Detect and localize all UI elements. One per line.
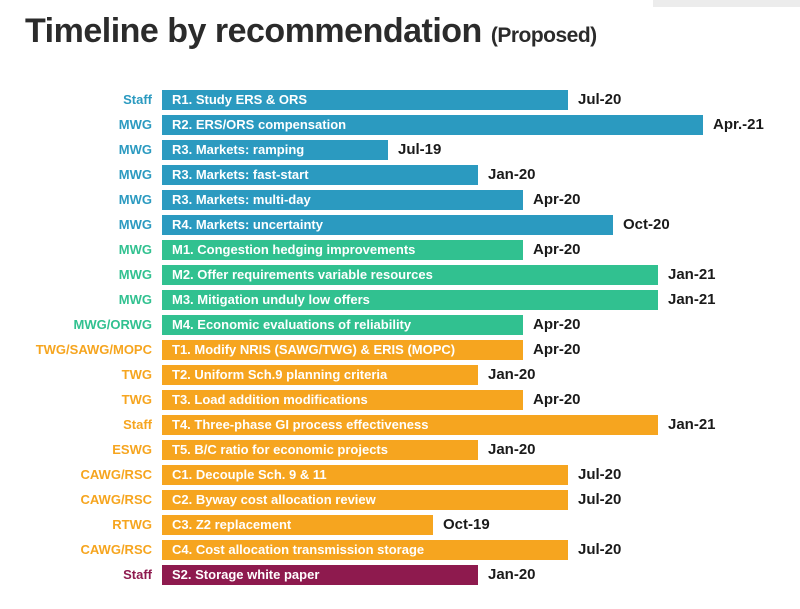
timeline-row: MWG R4. Markets: uncertainty Oct-20 [0, 215, 800, 235]
row-owner-label: Staff [123, 417, 152, 432]
timeline-row: MWG/ORWG M4. Economic evaluations of reli… [0, 315, 800, 335]
row-owner-label: MWG/ORWG [73, 317, 152, 332]
row-date-label: Apr-20 [533, 191, 581, 208]
timeline-row: Staff R1. Study ERS & ORS Jul-20 [0, 90, 800, 110]
timeline-row: MWG R2. ERS/ORS compensation Apr.-21 [0, 115, 800, 135]
row-date-label: Jul-19 [398, 141, 442, 158]
row-owner-label: CAWG/RSC [80, 467, 153, 482]
timeline-row: CAWG/RSC C2. Byway cost allocation review… [0, 490, 800, 510]
timeline-row: CAWG/RSC C1. Decouple Sch. 9 & 11 Jul-20 [0, 465, 800, 485]
timeline-bar: R3. Markets: fast-start [162, 165, 478, 185]
timeline-bar: R3. Markets: multi-day [162, 190, 523, 210]
corner-strip [653, 0, 800, 7]
timeline-bar: M3. Mitigation unduly low offers [162, 290, 658, 310]
row-owner-label: TWG [121, 392, 152, 407]
row-date-label: Jul-20 [578, 541, 622, 558]
timeline-row: MWG M1. Congestion hedging improvements Ap… [0, 240, 800, 260]
timeline-bar: R4. Markets: uncertainty [162, 215, 613, 235]
timeline-bar: C3. Z2 replacement [162, 515, 433, 535]
timeline-row: CAWG/RSC C4. Cost allocation transmission… [0, 540, 800, 560]
row-owner-label: MWG [118, 167, 152, 182]
timeline-bar: R2. ERS/ORS compensation [162, 115, 703, 135]
timeline-bar: M4. Economic evaluations of reliability [162, 315, 523, 335]
row-owner-label: Staff [123, 567, 152, 582]
row-date-label: Jan-21 [668, 416, 716, 433]
row-date-label: Apr.-21 [713, 116, 764, 133]
row-owner-label: MWG [118, 267, 152, 282]
row-owner-label: MWG [118, 242, 152, 257]
timeline-bar: T4. Three-phase GI process effectiveness [162, 415, 658, 435]
timeline-row: ESWG T5. B/C ratio for economic projects J… [0, 440, 800, 460]
row-owner-label: CAWG/RSC [80, 492, 153, 507]
page-title: Timeline by recommendation (Proposed) [25, 12, 597, 51]
timeline-row: MWG R3. Markets: multi-day Apr-20 [0, 190, 800, 210]
row-date-label: Apr-20 [533, 341, 581, 358]
row-date-label: Jan-21 [668, 291, 716, 308]
row-owner-label: Staff [123, 92, 152, 107]
row-date-label: Jan-20 [488, 441, 536, 458]
timeline-bar: M2. Offer requirements variable resource… [162, 265, 658, 285]
row-owner-label: MWG [118, 292, 152, 307]
timeline-row: MWG R3. Markets: fast-start Jan-20 [0, 165, 800, 185]
row-owner-label: ESWG [112, 442, 152, 457]
row-date-label: Apr-20 [533, 241, 581, 258]
page-title-main: Timeline by recommendation [25, 12, 482, 50]
row-date-label: Jul-20 [578, 91, 622, 108]
row-date-label: Jul-20 [578, 466, 622, 483]
timeline-row: MWG M3. Mitigation unduly low offers Jan-2… [0, 290, 800, 310]
timeline-row: TWG T2. Uniform Sch.9 planning criteria Ja… [0, 365, 800, 385]
row-date-label: Jul-20 [578, 491, 622, 508]
timeline-row: TWG T3. Load addition modifications Apr-20 [0, 390, 800, 410]
row-date-label: Oct-20 [623, 216, 670, 233]
timeline-bar: S2. Storage white paper [162, 565, 478, 585]
row-date-label: Jan-20 [488, 166, 536, 183]
timeline-bar: T1. Modify NRIS (SAWG/TWG) & ERIS (MOPC) [162, 340, 523, 360]
timeline-row: Staff S2. Storage white paper Jan-20 [0, 565, 800, 585]
row-owner-label: MWG [118, 192, 152, 207]
timeline-bar: C2. Byway cost allocation review [162, 490, 568, 510]
page-title-suffix: (Proposed) [490, 24, 597, 47]
timeline-bar: R3. Markets: ramping [162, 140, 388, 160]
row-date-label: Jan-21 [668, 266, 716, 283]
timeline-bar: R1. Study ERS & ORS [162, 90, 568, 110]
row-date-label: Apr-20 [533, 316, 581, 333]
row-date-label: Jan-20 [488, 366, 536, 383]
timeline-row: Staff T4. Three-phase GI process effectiv… [0, 415, 800, 435]
row-owner-label: TWG [121, 367, 152, 382]
row-owner-label: MWG [118, 142, 152, 157]
timeline-bar: C4. Cost allocation transmission storage [162, 540, 568, 560]
timeline-bar: M1. Congestion hedging improvements [162, 240, 523, 260]
row-owner-label: TWG/SAWG/MOPC [35, 342, 152, 357]
row-date-label: Apr-20 [533, 391, 581, 408]
timeline-bar: C1. Decouple Sch. 9 & 11 [162, 465, 568, 485]
timeline-row: MWG R3. Markets: ramping Jul-19 [0, 140, 800, 160]
row-owner-label: MWG [118, 217, 152, 232]
timeline-row: RTWG C3. Z2 replacement Oct-19 [0, 515, 800, 535]
row-date-label: Jan-20 [488, 566, 536, 583]
timeline-bar: T3. Load addition modifications [162, 390, 523, 410]
timeline-row: MWG M2. Offer requirements variable resou… [0, 265, 800, 285]
row-date-label: Oct-19 [443, 516, 490, 533]
row-owner-label: CAWG/RSC [80, 542, 153, 557]
timeline-bar: T5. B/C ratio for economic projects [162, 440, 478, 460]
row-owner-label: MWG [118, 117, 152, 132]
timeline-bar: T2. Uniform Sch.9 planning criteria [162, 365, 478, 385]
row-owner-label: RTWG [112, 517, 152, 532]
timeline-row: TWG/SAWG/MOPC T1. Modify NRIS (SAWG/TWG) … [0, 340, 800, 360]
